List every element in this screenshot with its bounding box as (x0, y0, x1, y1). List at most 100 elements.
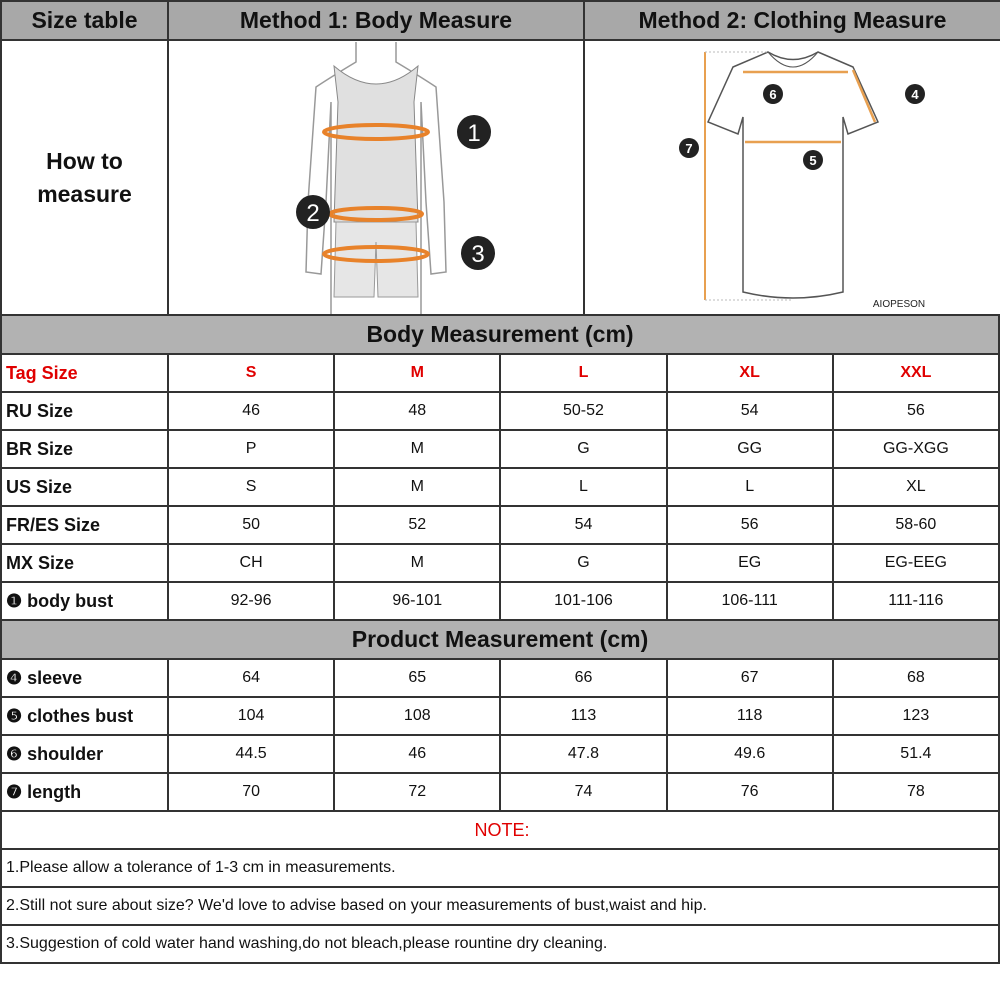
table-cell: 49.6 (665, 734, 834, 774)
size-table: Body Measurement (cm) Tag Size S M L XL XXL RU … (0, 314, 1000, 964)
note-row: 3.Suggestion of cold water hand washing,… (0, 924, 1000, 964)
marker-1: 1 (467, 120, 480, 147)
note-title-row: NOTE: (0, 810, 1000, 850)
product-measurement-header-title: Product Measurement (cm) (0, 619, 1000, 660)
table-cell: EG (665, 543, 834, 583)
table-cell: 58-60 (831, 505, 1000, 545)
table-cell: S (166, 467, 336, 507)
tag-size-row: Tag Size S M L XL XXL (0, 353, 1000, 393)
table-cell: 70 (166, 772, 336, 812)
row-label: ❼ length (0, 772, 169, 812)
note-title: NOTE: (0, 810, 1000, 850)
table-row: ❻ shoulder 44.5 46 47.8 49.6 51.4 (0, 734, 1000, 774)
table-cell: 92-96 (166, 581, 336, 621)
table-cell: 46 (333, 734, 502, 774)
row-label: Tag Size (0, 353, 169, 393)
table-cell: 66 (499, 658, 668, 698)
how-to-line2: measure (37, 180, 132, 207)
table-cell: G (499, 429, 668, 469)
marker-3: 3 (471, 241, 484, 268)
table-cell: 74 (499, 772, 668, 812)
row-label: BR Size (0, 429, 169, 469)
table-row: MX Size CH M G EG EG-EEG (0, 543, 1000, 583)
table-row: ❶ body bust 92-96 96-101 101-106 106-111 111-… (0, 581, 1000, 621)
marker-5: 5 (809, 153, 816, 168)
row-label: US Size (0, 467, 169, 507)
table-cell: XXL (831, 353, 1000, 393)
marker-7: 7 (685, 141, 692, 156)
table-cell: M (333, 429, 502, 469)
table-row: ❼ length 70 72 74 76 78 (0, 772, 1000, 812)
table-cell: 108 (333, 696, 502, 736)
table-row: BR Size P M G GG GG-XGG (0, 429, 1000, 469)
marker-6: 6 (769, 87, 776, 102)
note-text: 2.Still not sure about size? We'd love t… (0, 886, 1000, 926)
table-cell: M (333, 353, 502, 393)
table-cell: 44.5 (166, 734, 336, 774)
table-cell: GG-XGG (831, 429, 1000, 469)
table-cell: 65 (333, 658, 502, 698)
row-label: ❻ shoulder (0, 734, 169, 774)
table-cell: XL (831, 467, 1000, 507)
note-row: 1.Please allow a tolerance of 1-3 cm in … (0, 848, 1000, 888)
table-cell: L (499, 467, 668, 507)
how-to-measure-label: How to measure (0, 39, 169, 316)
table-cell: 64 (166, 658, 336, 698)
table-cell: M (333, 543, 502, 583)
table-cell: 56 (665, 505, 834, 545)
row-label: FR/ES Size (0, 505, 169, 545)
table-cell: 106-111 (665, 581, 834, 621)
table-cell: 67 (665, 658, 834, 698)
table-cell: S (166, 353, 336, 393)
table-cell: L (665, 467, 834, 507)
brand-label: AIOPESON (872, 299, 924, 310)
table-cell: GG (665, 429, 834, 469)
method2-heading: Method 2: Clothing Measure (583, 0, 1000, 41)
table-cell: 78 (831, 772, 1000, 812)
table-cell: P (166, 429, 336, 469)
table-row: ❺ clothes bust 104 108 113 118 123 (0, 696, 1000, 736)
table-cell: 76 (665, 772, 834, 812)
marker-4: 4 (911, 87, 919, 102)
table-row: RU Size 46 48 50-52 54 56 (0, 391, 1000, 431)
table-cell: G (499, 543, 668, 583)
table-cell: 104 (166, 696, 336, 736)
body-measurement-header: Body Measurement (cm) (0, 314, 1000, 355)
table-cell: CH (166, 543, 336, 583)
note-row: 2.Still not sure about size? We'd love t… (0, 886, 1000, 926)
marker-2: 2 (306, 200, 319, 227)
row-label: RU Size (0, 391, 169, 431)
table-cell: 51.4 (831, 734, 1000, 774)
table-cell: 50-52 (499, 391, 668, 431)
table-cell: L (499, 353, 668, 393)
table-cell: 111-116 (831, 581, 1000, 621)
table-cell: 47.8 (499, 734, 668, 774)
method1-heading: Method 1: Body Measure (167, 0, 585, 41)
method-table: Size table Method 1: Body Measure Method… (0, 0, 1000, 316)
table-cell: EG-EEG (831, 543, 1000, 583)
product-measurement-header: Product Measurement (cm) (0, 619, 1000, 660)
body-measure-figure: 1 2 3 (167, 39, 585, 316)
table-cell: 46 (166, 391, 336, 431)
table-cell: 72 (333, 772, 502, 812)
table-cell: 113 (499, 696, 668, 736)
table-cell: 48 (333, 391, 502, 431)
table-row: US Size S M L L XL (0, 467, 1000, 507)
note-text: 3.Suggestion of cold water hand washing,… (0, 924, 1000, 964)
how-to-line1: How to (46, 147, 123, 174)
shirt-figure-illustration: 6 4 7 5 AIOPESON (678, 50, 925, 310)
body-figure-illustration: 1 2 3 (296, 41, 495, 314)
table-cell: XL (665, 353, 834, 393)
row-label: ❹ sleeve (0, 658, 169, 698)
table-cell: 50 (166, 505, 336, 545)
table-cell: M (333, 467, 502, 507)
table-cell: 101-106 (499, 581, 668, 621)
row-label: ❶ body bust (0, 581, 169, 621)
note-text: 1.Please allow a tolerance of 1-3 cm in … (0, 848, 1000, 888)
table-cell: 54 (665, 391, 834, 431)
clothing-measure-figure: 6 4 7 5 AIOPESON (583, 39, 1000, 316)
table-row: FR/ES Size 50 52 54 56 58-60 (0, 505, 1000, 545)
table-cell: 68 (831, 658, 1000, 698)
body-measurement-header-title: Body Measurement (cm) (0, 314, 1000, 355)
row-label: ❺ clothes bust (0, 696, 169, 736)
